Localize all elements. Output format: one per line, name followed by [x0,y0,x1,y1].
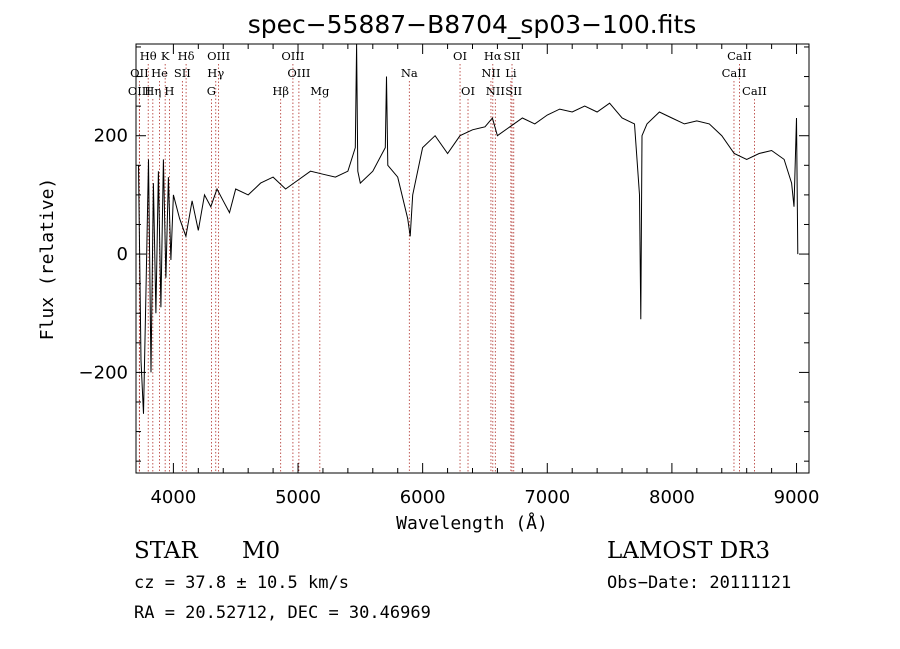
observation-date: Obs−Date: 20111121 [607,573,792,593]
axis-tick-labels: 4000 5000 6000 7000 8000 9000 −200 0 200 [79,126,820,508]
emission-line-label: OIII [207,49,230,63]
emission-line-label: OIII [128,84,151,98]
x-tick-label: 6000 [400,487,446,508]
emission-line-label: CaII [742,84,767,98]
emission-line-label: K [161,49,170,63]
survey-name: LAMOST DR3 [607,538,771,564]
emission-line-label: Hγ [207,66,224,80]
emission-line-label: G [207,84,216,98]
emission-line-label: SII [505,84,522,98]
emission-line-label: OI [461,84,475,98]
emission-line-label: Li [505,66,517,80]
chart-title: spec−55887−B8704_sp03−100.fits [248,10,697,39]
x-tick-label: 4000 [150,487,196,508]
emission-line-label: He [151,66,168,80]
y-axis-label: Flux (relative) [37,178,58,341]
coordinates: RA = 20.52712, DEC = 30.46969 [134,603,431,623]
emission-line-label: Hδ [178,49,195,63]
emission-line-markers [138,64,755,473]
plot-frame [135,43,810,474]
emission-line-label: SII [174,66,191,80]
emission-line-label: Na [401,66,418,80]
emission-line-label: OIII [281,49,304,63]
emission-line-label: OIII [287,66,310,80]
emission-line-label: H [164,84,174,98]
emission-line-label: CaII [727,49,752,63]
emission-line-label: Hβ [272,84,289,98]
axis-ticks [136,44,809,473]
redshift-cz: cz = 37.8 ± 10.5 km/s [134,573,349,593]
emission-line-label: NII [481,66,500,80]
emission-line-label: SII [504,49,521,63]
x-tick-label: 8000 [649,487,695,508]
y-tick-label: 200 [94,126,128,147]
object-subclass: M0 [242,538,281,564]
emission-line-label: Hη [144,84,161,98]
emission-line-label: OI [453,49,467,63]
emission-line-label: OII [130,66,149,80]
x-axis-label: Wavelength (Å) [396,512,548,534]
x-tick-label: 5000 [275,487,321,508]
y-tick-label: 0 [117,244,128,265]
x-tick-label: 9000 [774,487,820,508]
emission-line-label: Hα [484,49,502,63]
flux-series-line [138,43,799,414]
emission-line-label: CaII [722,66,747,80]
emission-line-label: NII [486,84,505,98]
emission-line-label: Hθ [140,49,157,63]
object-class: STAR [134,538,198,564]
emission-line-label: Mg [310,84,330,98]
x-tick-label: 7000 [524,487,570,508]
y-tick-label: −200 [79,362,128,383]
